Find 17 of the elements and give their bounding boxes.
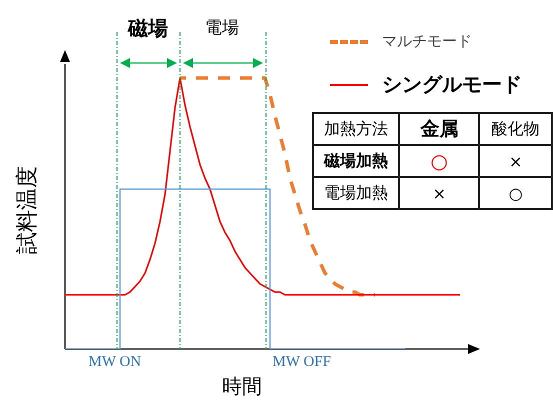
text: MW ON [88,354,142,370]
category-label: 金属 [399,113,480,145]
y-axis-title: 試料温度 [15,166,40,254]
text: × [432,184,446,202]
text: × [509,152,522,170]
legend-label: マルチモード [382,32,472,51]
text: 磁場 [128,16,168,40]
category-label: 電場加熱 [324,182,388,202]
text: ○ [430,149,448,173]
text: 加熱方法 [313,113,400,145]
category-label: 酸化物 [479,113,552,145]
x-axis-title: 時間 [222,374,262,398]
legend-label: シングルモード [382,71,522,98]
category-label: 磁場加熱 [324,150,388,170]
text: ○ [508,184,523,202]
text: MW OFF [272,354,331,370]
text: 電場 [205,18,239,38]
